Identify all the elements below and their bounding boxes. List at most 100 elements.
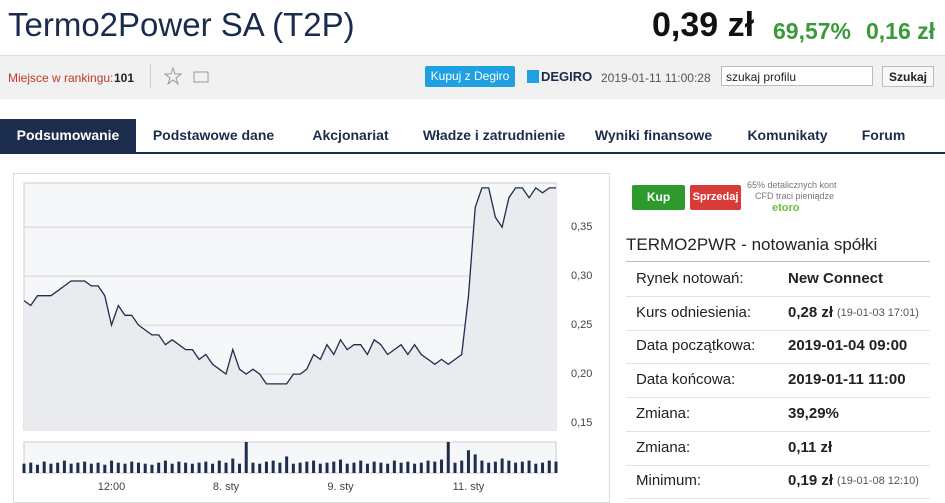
x-tick-label: 11. sty <box>453 481 485 493</box>
row-value: 0,19 zł <box>788 472 834 490</box>
row-note: (19-01-03 17:01) <box>837 306 919 319</box>
volume-bar <box>379 462 383 473</box>
degiro-button[interactable]: Kupuj z Degiro <box>425 66 515 87</box>
quote-row: Zmiana: 39,29% <box>626 397 930 432</box>
volume-bar <box>520 461 524 473</box>
volume-bar <box>318 463 322 473</box>
volume-bar <box>534 463 538 473</box>
nav-tab[interactable]: Forum <box>861 127 906 143</box>
volume-bar <box>258 463 262 473</box>
volume-bar <box>453 462 457 473</box>
x-tick-label: 9. sty <box>327 481 354 493</box>
volume-bar <box>433 461 437 473</box>
row-value: 2019-01-11 11:00 <box>788 371 906 389</box>
y-tick-label: 0,15 <box>571 417 592 429</box>
volume-bar <box>103 464 107 473</box>
volume-bar <box>110 460 114 473</box>
volume-bar <box>204 461 208 473</box>
volume-bar <box>399 462 403 473</box>
search-input[interactable]: szukaj profilu <box>721 66 873 86</box>
volume-bar <box>413 463 417 473</box>
title: Termo2Power SA (T2P) <box>8 6 355 43</box>
volume-bar <box>116 462 120 473</box>
volume-bar <box>426 460 430 473</box>
volume-bar <box>136 462 140 473</box>
volume-bar <box>352 462 356 473</box>
volume-bar <box>211 463 215 473</box>
nav-tab[interactable]: Podsumowanie <box>0 119 136 152</box>
buy-button[interactable]: Kup <box>632 185 685 210</box>
volume-bar <box>130 461 134 473</box>
y-tick-label: 0,30 <box>571 270 592 282</box>
row-value: 0,11 zł <box>788 438 833 456</box>
volume-bar <box>237 463 241 473</box>
volume-bar <box>42 461 46 473</box>
volume-bar <box>386 463 390 473</box>
nav: Podsumowanie Podstawowe dane Akcjonariat Wł… <box>0 119 945 154</box>
volume-bar <box>493 461 497 473</box>
etoro-logo: etoro <box>772 202 800 214</box>
y-tick-label: 0,20 <box>571 368 592 380</box>
row-label: Zmiana: <box>636 438 691 456</box>
timestamp: 2019-01-11 11:00:28 <box>601 71 711 85</box>
nav-tab[interactable]: Wyniki finansowe <box>594 127 713 143</box>
sell-button[interactable]: Sprzedaj <box>690 185 741 210</box>
volume-bar <box>285 456 289 473</box>
row-label: Data początkowa: <box>636 337 756 355</box>
nav-tab[interactable]: Podstawowe dane <box>152 127 275 143</box>
volume-bar <box>487 462 491 473</box>
row-label: Minimum: <box>636 472 702 490</box>
quote-row: Zmiana: 0,11 zł <box>626 431 930 466</box>
icons[interactable] <box>164 67 210 85</box>
volume-bar <box>473 454 477 473</box>
disclaimer: 65% detalicznych kont <box>747 180 837 190</box>
change-abs: 0,16 zł <box>866 18 936 44</box>
volume-bar <box>298 462 302 473</box>
row-label: Data końcowa: <box>636 371 736 389</box>
volume-bar <box>22 463 26 473</box>
volume-bar <box>197 462 201 473</box>
volume-bar <box>96 462 100 473</box>
volume-bar <box>406 461 410 473</box>
volume-bar <box>35 464 39 473</box>
row-note: (19-01-08 12:10) <box>837 475 919 488</box>
volume-bar <box>278 462 282 473</box>
volume-bar <box>392 460 396 473</box>
volume-bar <box>184 462 188 473</box>
volume-bar <box>150 464 154 473</box>
nav-tab[interactable]: Komunikaty <box>747 127 828 143</box>
volume-bar <box>419 462 423 473</box>
volume-bar <box>217 460 221 473</box>
volume-bar <box>554 461 558 473</box>
volume-bar <box>264 461 268 473</box>
x-tick-label: 8. sty <box>213 481 240 493</box>
volume-bar <box>345 463 349 473</box>
row-value: 2019-01-04 09:00 <box>788 337 908 355</box>
volume-bar <box>143 463 147 473</box>
volume-bar <box>69 463 73 473</box>
volume-bar <box>123 463 127 473</box>
price: 0,39 zł <box>652 6 755 44</box>
volume-bar <box>224 462 228 473</box>
volume-bar <box>305 461 309 473</box>
area <box>24 187 556 430</box>
disclaimer: CFD traci pieniądze <box>755 191 835 201</box>
volume-bar <box>466 450 470 473</box>
volume-bar <box>480 460 484 473</box>
nav-tab[interactable]: Akcjonariat <box>312 127 389 143</box>
search-button[interactable]: Szukaj <box>882 66 934 87</box>
divider <box>150 64 151 88</box>
row-value: 39,29% <box>788 404 839 422</box>
volume-bar <box>339 459 343 473</box>
y-tick-label: 0,25 <box>571 319 592 331</box>
quote-row: Data końcowa: 2019-01-11 11:00 <box>626 363 930 399</box>
chart: 0,15 0,20 0,25 0,30 0,35 12:00 8. sty 9. sty 11.… <box>22 182 592 493</box>
volume-bar <box>325 462 329 473</box>
nav-tab[interactable]: Władze i zatrudnienie <box>422 127 566 143</box>
volume-bar <box>547 460 551 473</box>
quote-heading: TERMO2PWR - notowania spółki <box>626 235 930 262</box>
volume-bar <box>460 460 464 473</box>
volume-bar <box>190 463 194 473</box>
row-value: New Connect <box>788 270 884 287</box>
